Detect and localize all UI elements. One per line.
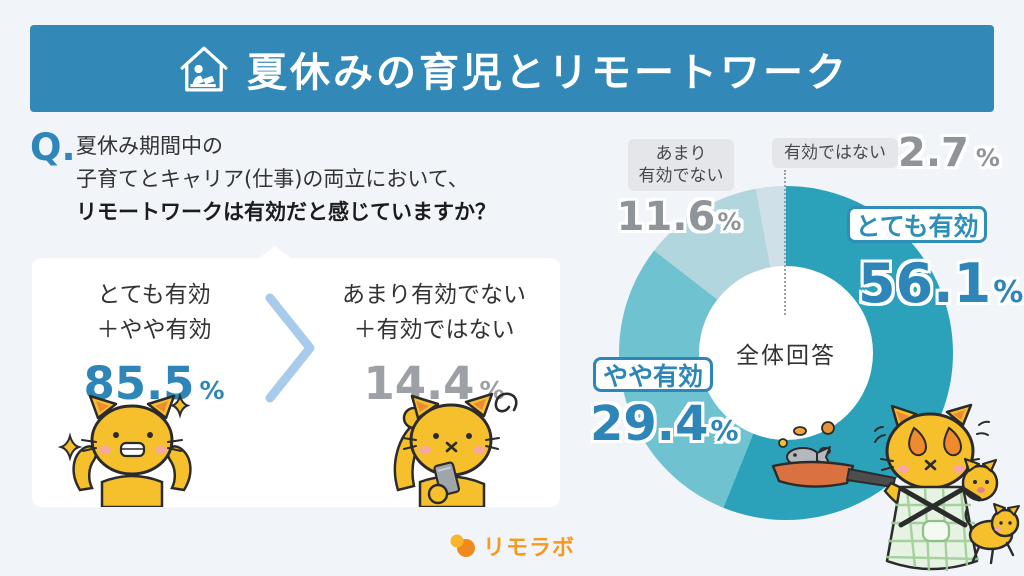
house-remote-worker-icon: [180, 46, 228, 91]
value-yaya-yuko: 29.4 %: [590, 396, 739, 452]
dotted-leader-line: [784, 170, 786, 315]
comparison-left: とても有効 ＋やや有効 85.5 %: [54, 278, 254, 410]
header-banner: 夏休みの育児とリモートワーク: [30, 25, 994, 112]
page-title: 夏休みの育児とリモートワーク: [247, 49, 849, 96]
footer-logo-text: リモラボ: [482, 536, 575, 561]
label-chip-yukodewanai: 有効ではない: [772, 138, 898, 168]
question-line-3: リモートワークは有効だと感じていますか？: [76, 200, 496, 224]
label-chip-yaya-yuko: やや有効: [593, 357, 713, 392]
value-totemo-yuko: 56.1 %: [858, 252, 1024, 315]
value-amari-yukodenai: 11.6 %: [616, 194, 742, 240]
left-label-line1: とても有効: [97, 282, 211, 308]
value-yukodewanai: 2.7 %: [898, 130, 1000, 176]
question-mark-label: Q.: [30, 126, 76, 169]
right-label-line1: あまり有効でない: [342, 282, 526, 308]
right-label-line2: ＋有効ではない: [353, 317, 515, 343]
comparison-box: とても有効 ＋やや有効 85.5 % あまり有効でない ＋有効ではない 14.4…: [32, 258, 560, 507]
busy-mother-cat-cooking-illustration: [771, 403, 1020, 572]
donut-center: 全体回答: [699, 266, 873, 440]
label-chip-amari-yukodenai: あまり 有効でない: [628, 139, 734, 191]
happy-cheering-cat-illustration: [57, 392, 192, 507]
confused-cat-with-phone-illustration: [393, 392, 518, 507]
question-line-2: 子育てとキャリア(仕事)の両立において、: [76, 167, 469, 191]
question-line-1: 夏休み期間中の: [76, 134, 223, 158]
comparison-right: あまり有効でない ＋有効ではない 14.4 %: [320, 278, 548, 410]
donut-center-label: 全体回答: [736, 343, 836, 369]
remolabo-logo-icon: [450, 534, 475, 557]
footer-logo: リモラボ: [0, 530, 1024, 562]
left-label-line2: ＋やや有効: [96, 317, 212, 343]
label-chip-totemo-yuko: とても有効: [847, 206, 987, 243]
speech-bubble-tail: [258, 246, 292, 259]
question-text: 夏休み期間中の 子育てとキャリア(仕事)の両立において、 リモートワークは有効だ…: [76, 130, 496, 229]
greater-than-chevron-icon: [265, 293, 315, 403]
